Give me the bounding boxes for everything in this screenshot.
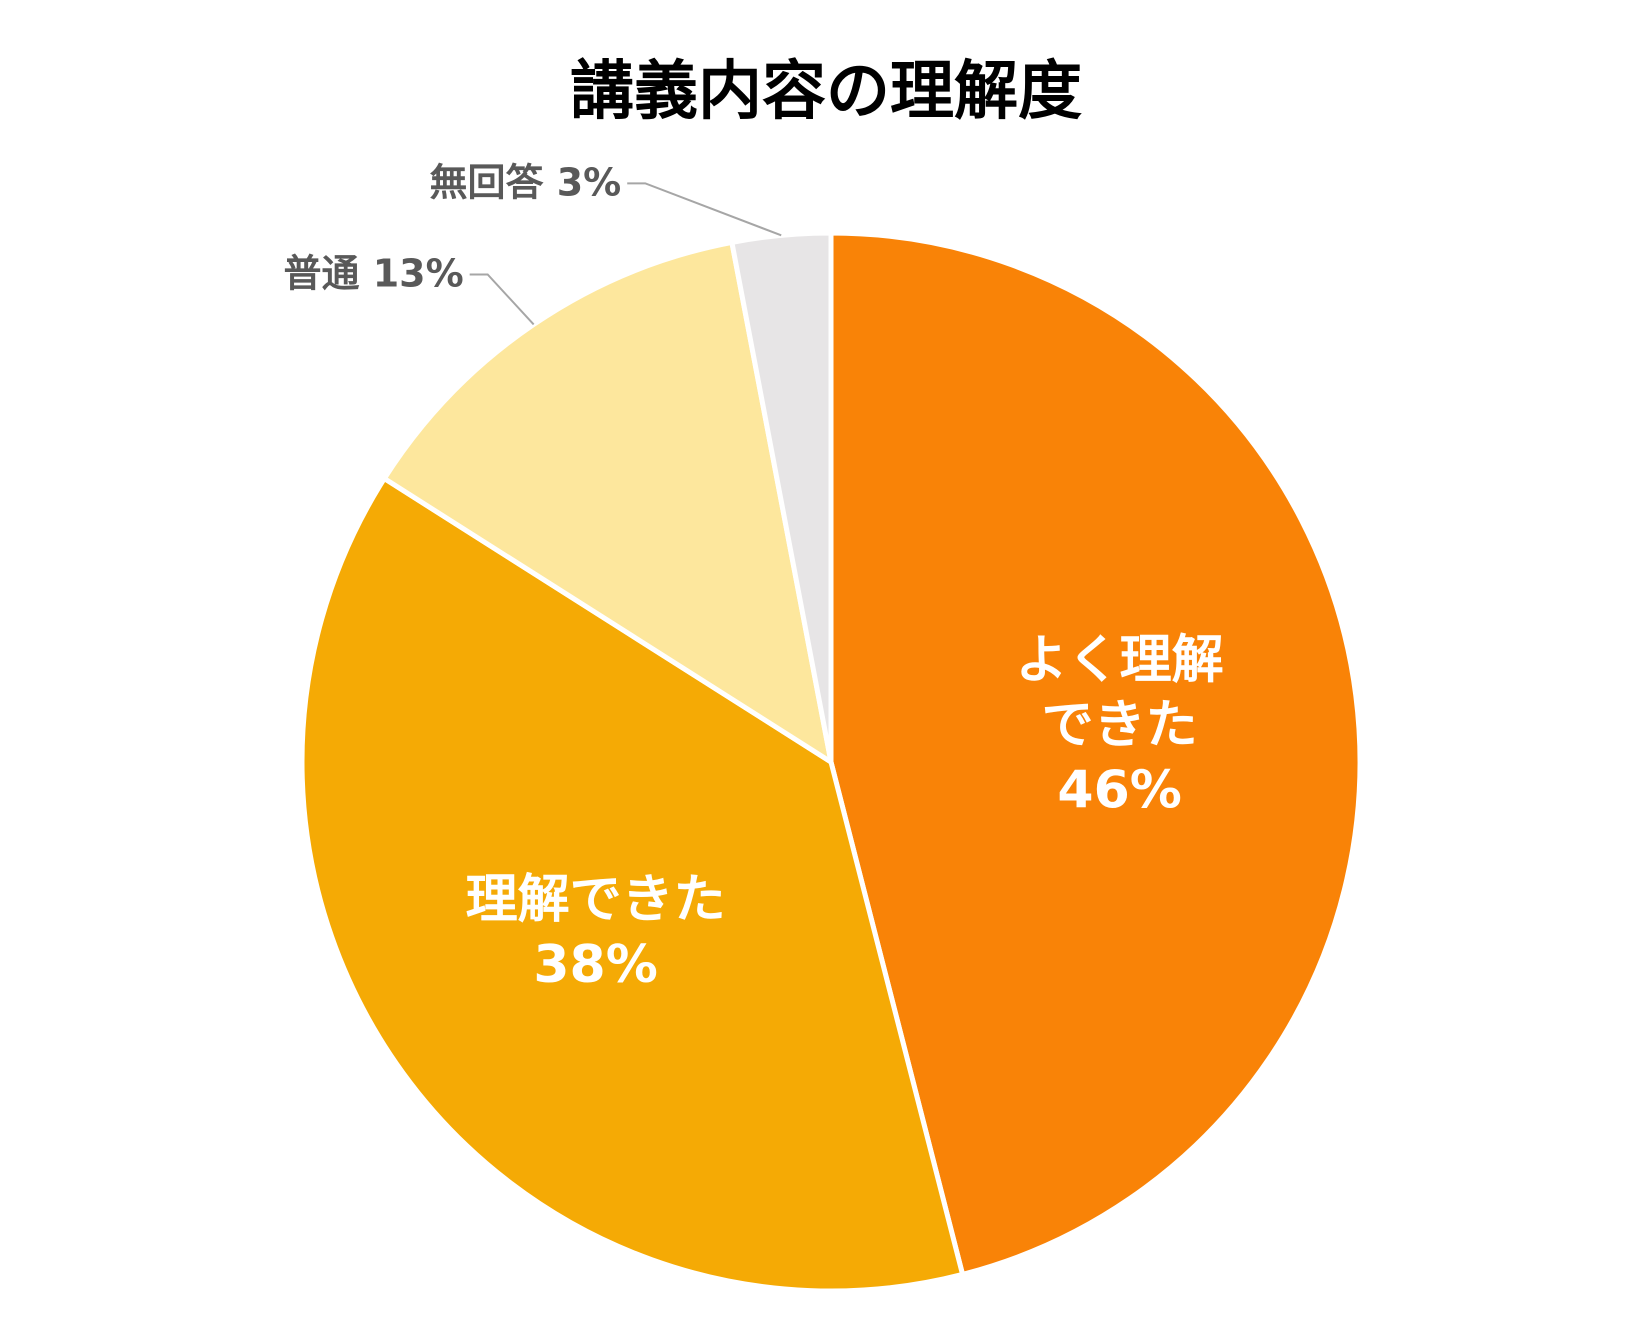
category-label: よく理解できた [1015, 630, 1224, 756]
pie-slice [381, 239, 834, 765]
value-label: 46% [1057, 760, 1182, 821]
value-label: 3% [556, 160, 622, 205]
leader-line [469, 273, 535, 326]
slice-label: 普通 13% [283, 251, 463, 299]
slice-label: よく理解できた 46% [1000, 628, 1240, 823]
slice-label: 理解できた 38% [416, 868, 776, 998]
category-label: 普通 [283, 251, 360, 296]
value-label: 13% [372, 251, 464, 296]
leader-line [627, 182, 782, 237]
slice-label: 無回答 3% [429, 160, 621, 208]
pie-slice [828, 230, 1363, 1277]
pie-slice [299, 476, 966, 1294]
value-label: 38% [533, 935, 658, 996]
category-label: 無回答 [429, 160, 544, 205]
category-label: 理解できた [465, 870, 726, 931]
chart-title: 講義内容の理解度 [570, 55, 1082, 129]
